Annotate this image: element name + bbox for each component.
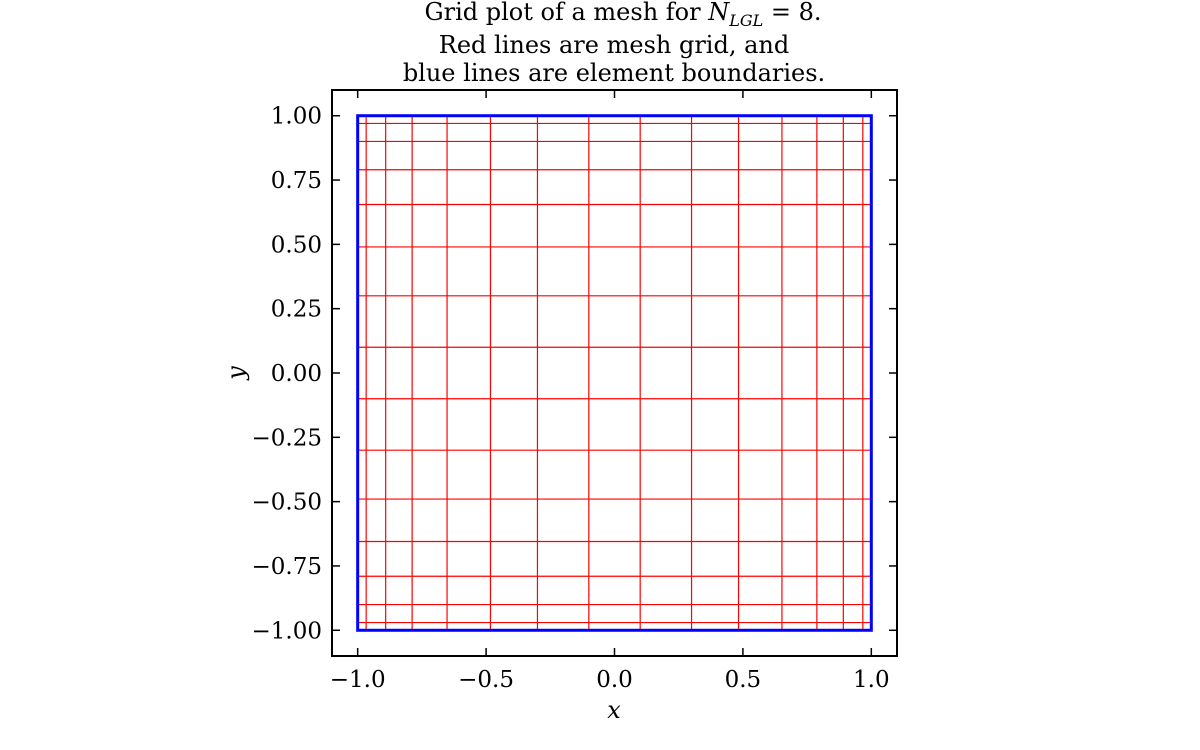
x-axis-ticks: −1.0 −0.5 0.0 0.5 1.0 — [330, 90, 890, 693]
x-tick-label: 0.5 — [725, 667, 762, 693]
element-boundary — [356, 114, 873, 632]
y-tick-label: 0.50 — [271, 232, 322, 258]
chart-title-line-1: Grid plot of a mesh for NLGL = 8. — [424, 0, 821, 30]
y-axis-label: y — [222, 366, 250, 381]
y-tick-label: 0.75 — [271, 168, 322, 194]
x-tick-label: −0.5 — [458, 667, 514, 693]
chart-title-line-3: blue lines are element boundaries. — [403, 59, 825, 87]
y-tick-label: −0.75 — [252, 554, 322, 580]
x-tick-label: 0.0 — [596, 667, 633, 693]
y-tick-label: 1.00 — [271, 104, 322, 130]
chart-title-line-2: Red lines are mesh grid, and — [439, 31, 789, 59]
element-boundaries — [356, 114, 873, 632]
x-axis-label: x — [607, 696, 621, 724]
y-tick-label: 0.00 — [271, 361, 322, 387]
x-tick-label: −1.0 — [330, 667, 386, 693]
plot-frame — [331, 89, 898, 657]
y-tick-label: 0.25 — [271, 297, 322, 323]
y-tick-label: −0.50 — [252, 490, 322, 516]
mesh-grid-lines — [357, 115, 872, 631]
y-tick-label: −1.00 — [252, 618, 322, 644]
y-tick-label: −0.25 — [252, 425, 322, 451]
y-axis-ticks: 1.00 0.75 0.50 0.25 0.00 −0.25 −0.50 −0.75 −1.00 — [252, 104, 897, 644]
x-tick-label: 1.0 — [853, 667, 890, 693]
